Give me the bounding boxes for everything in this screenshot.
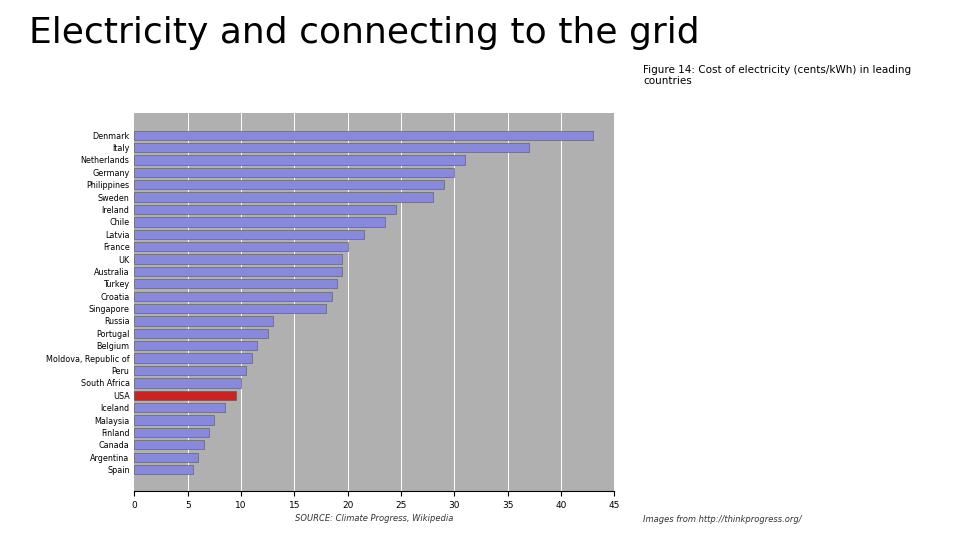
- Bar: [134, 354, 252, 363]
- X-axis label: SOURCE: Climate Progress, Wikipedia: SOURCE: Climate Progress, Wikipedia: [296, 514, 453, 523]
- Bar: [134, 292, 332, 301]
- Bar: [134, 131, 593, 140]
- Text: Figure 14: Cost of electricity (cents/kWh) in leading
countries: Figure 14: Cost of electricity (cents/kW…: [643, 65, 911, 86]
- Bar: [134, 180, 444, 190]
- Bar: [134, 465, 193, 474]
- Bar: [134, 390, 236, 400]
- Bar: [134, 168, 454, 177]
- Bar: [134, 205, 396, 214]
- Bar: [134, 192, 433, 202]
- Bar: [134, 378, 241, 388]
- Bar: [134, 440, 204, 449]
- Bar: [134, 143, 529, 152]
- Bar: [134, 415, 214, 424]
- Bar: [134, 230, 364, 239]
- Bar: [134, 453, 199, 462]
- Bar: [134, 304, 326, 313]
- Bar: [134, 329, 268, 338]
- Bar: [134, 254, 343, 264]
- Bar: [134, 279, 337, 288]
- Bar: [134, 156, 465, 165]
- Bar: [134, 316, 273, 326]
- Text: Electricity and connecting to the grid: Electricity and connecting to the grid: [29, 16, 700, 50]
- Bar: [134, 403, 225, 413]
- Bar: [134, 428, 209, 437]
- Bar: [134, 242, 348, 251]
- Bar: [134, 366, 247, 375]
- Text: Images from http://thinkprogress.org/: Images from http://thinkprogress.org/: [643, 515, 802, 524]
- Bar: [134, 341, 257, 350]
- Bar: [134, 267, 343, 276]
- Bar: [134, 217, 385, 227]
